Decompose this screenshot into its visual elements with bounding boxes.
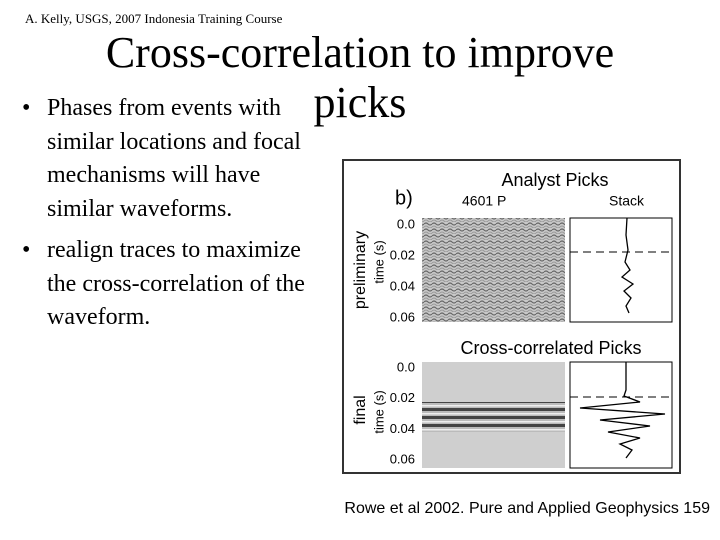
stack-trace [579, 362, 666, 459]
tick-label: 0.06 [390, 309, 415, 324]
axis-label: time (s) [371, 390, 386, 433]
bullet-list: Phases from events with similar location… [22, 92, 309, 343]
credit: A. Kelly, USGS, 2007 Indonesia Training … [25, 11, 283, 26]
tick-label: 0.0 [397, 216, 415, 231]
slide-title: Cross-correlation to improve picks [105, 28, 615, 127]
bullet: Phases from events with similar location… [22, 92, 309, 226]
trace-image [422, 218, 565, 322]
stack-box [569, 217, 673, 323]
tick-label: 0.04 [390, 421, 415, 436]
bullet: realign traces to maximize the cross-cor… [22, 234, 309, 335]
tick-label: 0.02 [390, 247, 415, 262]
panel-label: b) [395, 187, 413, 209]
tick-label: 0.02 [390, 390, 415, 405]
caption: Rowe et al 2002. Pure and Applied Geophy… [344, 500, 710, 517]
tick-label: 0.04 [390, 278, 415, 293]
row-label: preliminary [352, 231, 369, 309]
trace-image-aligned [422, 402, 565, 432]
panel-title: Analyst Picks [501, 170, 608, 190]
axis-label: time (s) [371, 240, 386, 283]
tick-label: 0.06 [390, 452, 415, 467]
tick-label: 0.0 [397, 359, 415, 374]
event-label: 4601 P [462, 193, 506, 209]
panel-title: Cross-correlated Picks [460, 338, 641, 358]
stack-label: Stack [609, 193, 645, 209]
row-label: final [352, 395, 369, 424]
stack-trace [620, 217, 635, 314]
